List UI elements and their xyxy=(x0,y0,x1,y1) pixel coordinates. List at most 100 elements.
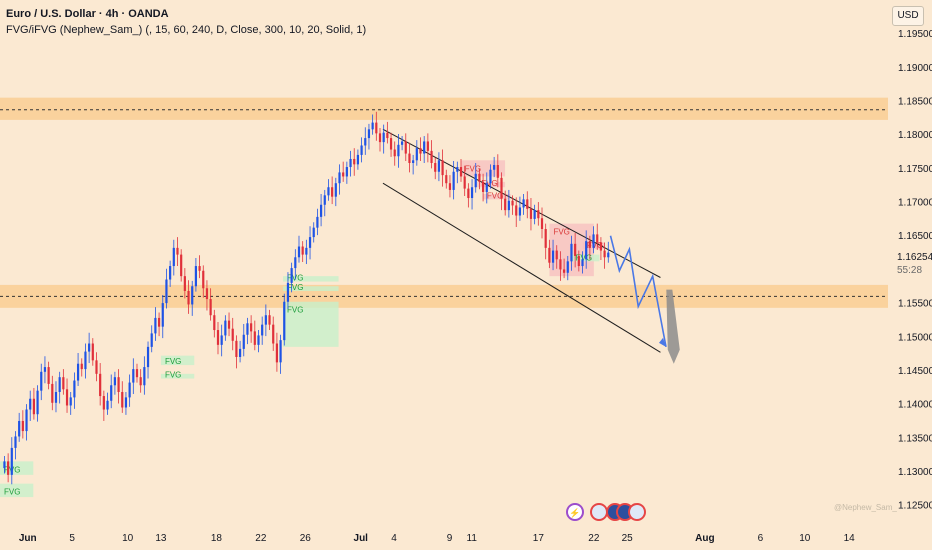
candle-body xyxy=(353,158,356,165)
symbol-title[interactable]: Euro / U.S. Dollar · 4h · OANDA xyxy=(6,8,169,20)
time-tick-label: 13 xyxy=(155,533,167,544)
candle-body xyxy=(209,299,212,316)
candle-body xyxy=(577,255,580,267)
candle-body xyxy=(95,360,98,374)
candle-body xyxy=(99,373,102,397)
candle-body xyxy=(10,447,13,475)
candle-body xyxy=(331,187,334,197)
candle-body xyxy=(445,175,448,184)
time-tick-label: Jun xyxy=(19,533,37,544)
fvg-label: FVG xyxy=(487,191,503,200)
candle-body xyxy=(268,315,271,325)
candle-body xyxy=(216,330,220,345)
candle-body xyxy=(599,242,603,251)
candle-body xyxy=(84,351,87,370)
price-tick-label: 1.14000 xyxy=(898,400,932,411)
fvg-label: FVG xyxy=(465,164,481,173)
candle-body xyxy=(65,389,69,406)
time-tick-label: 25 xyxy=(622,533,634,544)
projection-path xyxy=(609,235,680,364)
candle-body xyxy=(150,333,153,347)
candle-body xyxy=(400,141,404,145)
candle-body xyxy=(54,392,58,403)
price-tick-label: 1.17000 xyxy=(898,198,932,209)
candle-body xyxy=(548,247,551,263)
candle-body xyxy=(551,250,555,263)
candle-body xyxy=(393,149,396,157)
lightning-icon[interactable]: ⚡ xyxy=(566,503,584,521)
candle-body xyxy=(592,234,595,248)
price-tick-label: 1.19500 xyxy=(898,29,932,40)
candle-body xyxy=(80,363,83,370)
candle-body xyxy=(157,317,161,327)
candle-body xyxy=(456,167,459,172)
candle-body xyxy=(305,247,308,255)
candle-body xyxy=(290,268,293,283)
price-tick-label: 1.14500 xyxy=(898,366,932,377)
candle-body xyxy=(493,165,496,170)
candle-body xyxy=(205,288,209,300)
candle-body xyxy=(360,145,363,155)
candle-body xyxy=(412,160,415,163)
candle-body xyxy=(264,315,267,325)
time-tick-label: 10 xyxy=(799,533,811,544)
candle-body xyxy=(434,162,437,172)
candle-body xyxy=(76,363,80,381)
candle-body xyxy=(430,150,433,163)
candle-body xyxy=(585,241,588,260)
candle-body xyxy=(342,172,345,177)
time-tick-label: 14 xyxy=(844,533,856,544)
bar-countdown: 55:28 xyxy=(897,265,923,276)
candle-body xyxy=(319,204,323,217)
candle-body xyxy=(507,200,510,211)
candle-body xyxy=(544,229,547,248)
candle-body xyxy=(113,377,116,386)
candle-body xyxy=(408,153,411,163)
candle-body xyxy=(47,367,50,384)
candle-body xyxy=(202,270,205,289)
fvg-label: FVG xyxy=(287,306,303,315)
candle-body xyxy=(389,138,393,150)
supply-demand-zones xyxy=(0,97,888,308)
candle-body xyxy=(146,346,150,368)
projection-arrowhead xyxy=(659,337,666,347)
time-axis[interactable]: Jun 5 10 13 18 22 26 Jul 4 9 11 17 22 25 Aug 6 10 14 xyxy=(19,533,855,544)
price-tick-label: 1.15000 xyxy=(898,332,932,343)
candle-body xyxy=(607,252,610,258)
current-price-badge: 1.16254 55:28 xyxy=(893,251,932,279)
candle-body xyxy=(169,266,172,280)
time-tick-label: 22 xyxy=(588,533,600,544)
indicator-label[interactable]: FVG/iFVG (Nephew_Sam_) (, 15, 60, 240, D… xyxy=(6,24,367,36)
candle-body xyxy=(459,167,463,177)
candle-body xyxy=(88,343,91,352)
candle-body xyxy=(371,122,374,130)
author-watermark: @Nephew_Sam_ xyxy=(834,503,897,512)
candle-body xyxy=(356,154,360,165)
candle-body xyxy=(110,385,113,401)
candle-body xyxy=(14,436,17,448)
candle-body xyxy=(40,371,43,391)
candle-body xyxy=(496,165,499,178)
time-tick-label: 11 xyxy=(467,533,478,544)
candle-body xyxy=(58,377,61,393)
us-flag-icon[interactable] xyxy=(628,503,646,521)
price-tick-label: 1.13500 xyxy=(898,433,932,444)
candle-body xyxy=(338,172,341,184)
candle-body xyxy=(128,382,131,398)
candle-body xyxy=(165,279,168,304)
currency-button[interactable]: USD xyxy=(892,6,924,26)
candle-body xyxy=(570,243,573,262)
candle-body xyxy=(364,138,367,146)
candle-body xyxy=(423,141,426,154)
time-tick-label: 10 xyxy=(122,533,134,544)
candle-body xyxy=(463,176,466,189)
price-tick-label: 1.15500 xyxy=(898,299,932,310)
candle-body xyxy=(437,160,441,172)
time-tick-label: 5 xyxy=(69,533,75,544)
time-tick-label: 22 xyxy=(255,533,267,544)
candle-body xyxy=(327,187,330,196)
candle-body xyxy=(21,420,24,432)
candles xyxy=(3,111,610,485)
